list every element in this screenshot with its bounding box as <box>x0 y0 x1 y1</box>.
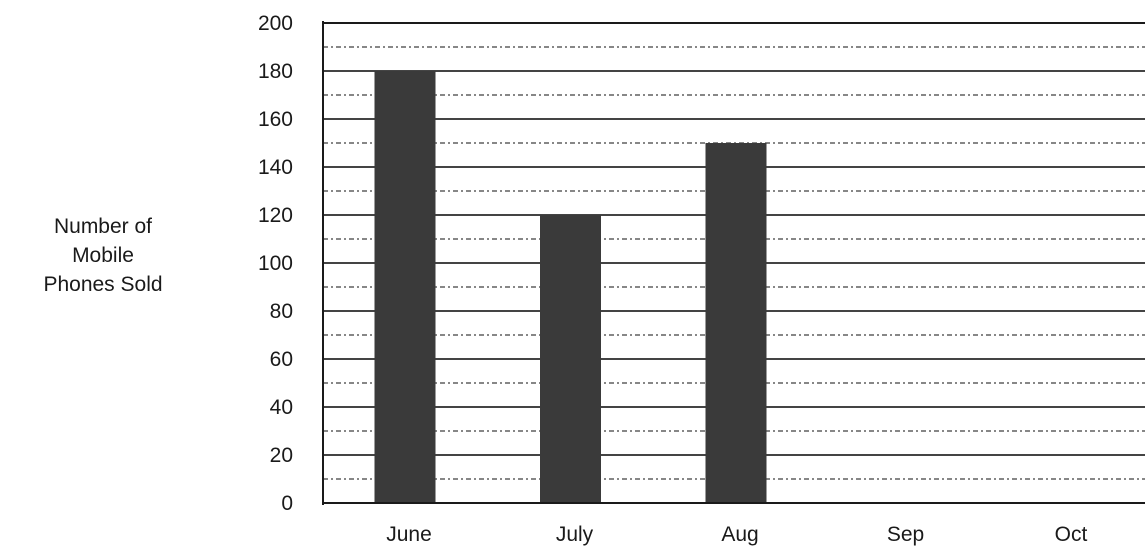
y-tick-label: 200 <box>258 12 293 35</box>
y-tick-label: 40 <box>270 396 293 419</box>
y-tick-label: 20 <box>270 444 293 467</box>
bar-june <box>374 71 436 503</box>
x-tick-label-june: June <box>386 523 432 546</box>
y-axis-label-line-2: Mobile <box>72 244 134 267</box>
y-tick-label: 0 <box>281 492 293 515</box>
y-tick-label: 140 <box>258 156 293 179</box>
x-tick-label-july: July <box>556 523 594 546</box>
y-tick-label: 160 <box>258 108 293 131</box>
y-axis-label-line-1: Number of <box>54 215 152 238</box>
plot-frame <box>322 21 1145 505</box>
x-tick-label-sep: Sep <box>887 523 924 546</box>
y-tick-label: 100 <box>258 252 293 275</box>
y-axis-label: Number of Mobile Phones Sold <box>43 215 162 296</box>
bars <box>374 71 767 503</box>
x-tick-label-oct: Oct <box>1055 523 1088 546</box>
x-tick-label-aug: Aug <box>721 523 758 546</box>
bar-aug <box>705 143 767 503</box>
y-tick-label: 120 <box>258 204 293 227</box>
y-tick-label: 60 <box>270 348 293 371</box>
y-tick-label: 80 <box>270 300 293 323</box>
y-tick-label: 180 <box>258 60 293 83</box>
y-axis-label-line-3: Phones Sold <box>43 273 162 296</box>
x-axis-ticks: June July Aug Sep Oct <box>386 523 1087 546</box>
y-axis-ticks: 0 20 40 60 80 100 120 140 160 180 200 <box>258 12 293 515</box>
bar-july <box>540 215 601 503</box>
